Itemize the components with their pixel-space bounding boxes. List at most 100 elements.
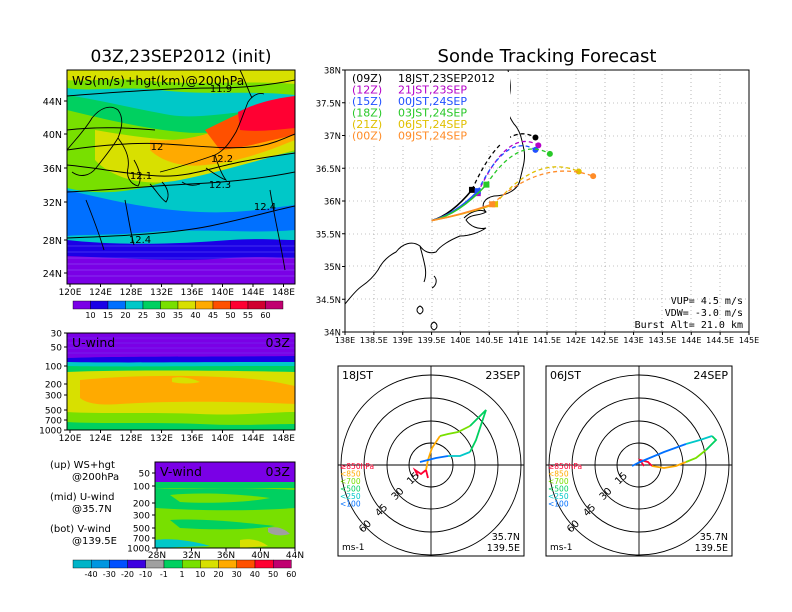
legend-z: (09Z) [352,72,382,85]
track-descent [491,170,594,205]
colorbar-swatch [160,300,179,310]
p-tick-label: 30 [51,330,63,340]
legend-z: (12Z) [352,84,382,97]
p-tick-label: 300 [133,512,150,522]
level-legend: <850 [548,470,569,479]
colorbar-swatch [200,559,219,569]
colorbar-swatch [177,300,196,310]
colorbar-swatch [145,559,165,569]
burst-point [474,188,481,195]
colorbar-swatch [107,300,126,310]
tracking-lat-ticks: 38N 37.5N 37N 36.5N 36N 35.5N 35N 34.5N 34N [316,67,345,339]
colorbar-tick: 40 [190,311,200,320]
contour-label: 12.1 [130,171,152,182]
lat-tick-label: 34N [324,329,341,339]
colorbar-swatch [127,559,146,569]
legend-mid-2: @35.7N [72,504,112,515]
lon-tick-label: 145E [739,336,759,345]
lat-tick-label: 44N [43,97,62,108]
p-tick-label: 1000 [127,545,150,555]
colorbar-swatch [72,300,91,310]
hodo-trace [469,409,487,453]
lat-tick-label: 38N [324,67,341,77]
lon-tick-label: 124E [89,288,112,298]
colorbar-tick: 50 [225,311,235,320]
p-tick-label: 700 [133,535,150,545]
v-wind-colorbar: -40 -30 -20 -10 -1 1 10 20 30 40 50 60 [72,559,296,579]
burst-point [468,186,475,193]
lon-tick-label: 142E [566,336,586,345]
colorbar-swatch [265,300,284,310]
colorbar-tick: 30 [232,570,242,579]
top-left-title: 03Z,23SEP2012 (init) [91,47,272,67]
contour-label: 12.3 [209,180,231,191]
colorbar-tick: 40 [250,570,260,579]
colorbar-swatch [236,559,256,569]
tracking-title: Sonde Tracking Forecast [438,46,657,67]
track-descent [477,140,539,194]
contour-label: 12 [151,142,164,153]
colorbar-swatch [254,559,274,569]
p-tick-label: 1000 [39,427,62,437]
lon-tick-label: 141.5E [533,336,561,345]
level-legend: <700 [548,477,569,486]
top-left-lon-ticks: 120E 124E 128E 132E 136E 140E 144E 148E [59,284,295,298]
colorbar-tick: 60 [260,311,270,320]
contour-label: 12.4 [129,235,151,246]
lon-tick-label: 144.5E [706,336,734,345]
p-tick-label: 50 [139,470,151,480]
lon-tick-label: 124E [89,434,112,444]
lat-tick-label: 37N [324,132,341,142]
lon-tick-label: 140E [211,288,234,298]
colorbar-swatch [273,559,292,569]
hodo-trace [705,435,718,451]
lon-tick-label: 139E [393,336,413,345]
lon-tick-label: 140.5E [475,336,503,345]
contour-label: 11.9 [210,84,232,95]
hodo-trace [419,455,449,463]
lon-tick-label: 120E [59,434,82,444]
colorbar-swatch [72,559,92,569]
lon-tick-label: 144E [681,336,701,345]
landing-point [546,150,553,157]
hodo-trace [651,461,687,469]
legend-time: 06JST,24SEP [398,118,467,131]
landing-point [575,168,582,175]
p-tick-label: 500 [45,407,62,417]
lat-tick-label: 24N [43,269,62,280]
hodo-left-label: 18JST [342,369,373,382]
colorbar-swatch [163,559,183,569]
lon-tick-label: 143E [623,336,643,345]
lat-tick-label: 32N [43,198,62,209]
contour-label: 12.2 [211,154,233,165]
tracking-grid [345,70,749,332]
colorbar-tick: 30 [155,311,165,320]
lon-tick-label: 148E [272,434,295,444]
landing-point [532,146,539,153]
hodo-trace [685,449,707,463]
hodo-right-label: 23SEP [485,369,520,382]
lon-tick-label: 139.5E [418,336,446,345]
legend-time: 00JST,24SEP [398,95,467,108]
p-tick-label: 200 [45,381,62,391]
colorbar-swatch [90,559,110,569]
colorbar-swatch [142,300,161,310]
hodo-lon: 139.5E [695,543,728,554]
legend-time: 18JST,23SEP2012 [398,72,495,85]
legend-mid-1: (mid) U-wind [50,492,114,503]
hodo-trace [425,435,441,471]
lat-tick-label: 36.5N [316,165,341,175]
lat-tick-label: 36N [324,198,341,208]
legend-z: (15Z) [352,95,382,108]
burst-point [483,181,490,188]
legend-up-1: (up) WS+hgt [50,460,115,471]
legend-time: 03JST,24SEP [398,107,467,120]
tracking-lon-ticks: 138E 138.5E 139E 139.5E 140E 140.5E 141E 141.5E… [335,332,759,345]
hodograph-1: 18JST 23SEP15304560≥850hPa<850<700<500<25… [337,365,525,557]
lon-tick-label: 132E [150,434,173,444]
lon-tick-label: 136E [181,288,204,298]
colorbar-tick: 60 [286,570,296,579]
p-tick-label: 50 [51,344,63,354]
top-left-label: WS(m/s)+hgt(km)@200hPa [72,73,244,88]
